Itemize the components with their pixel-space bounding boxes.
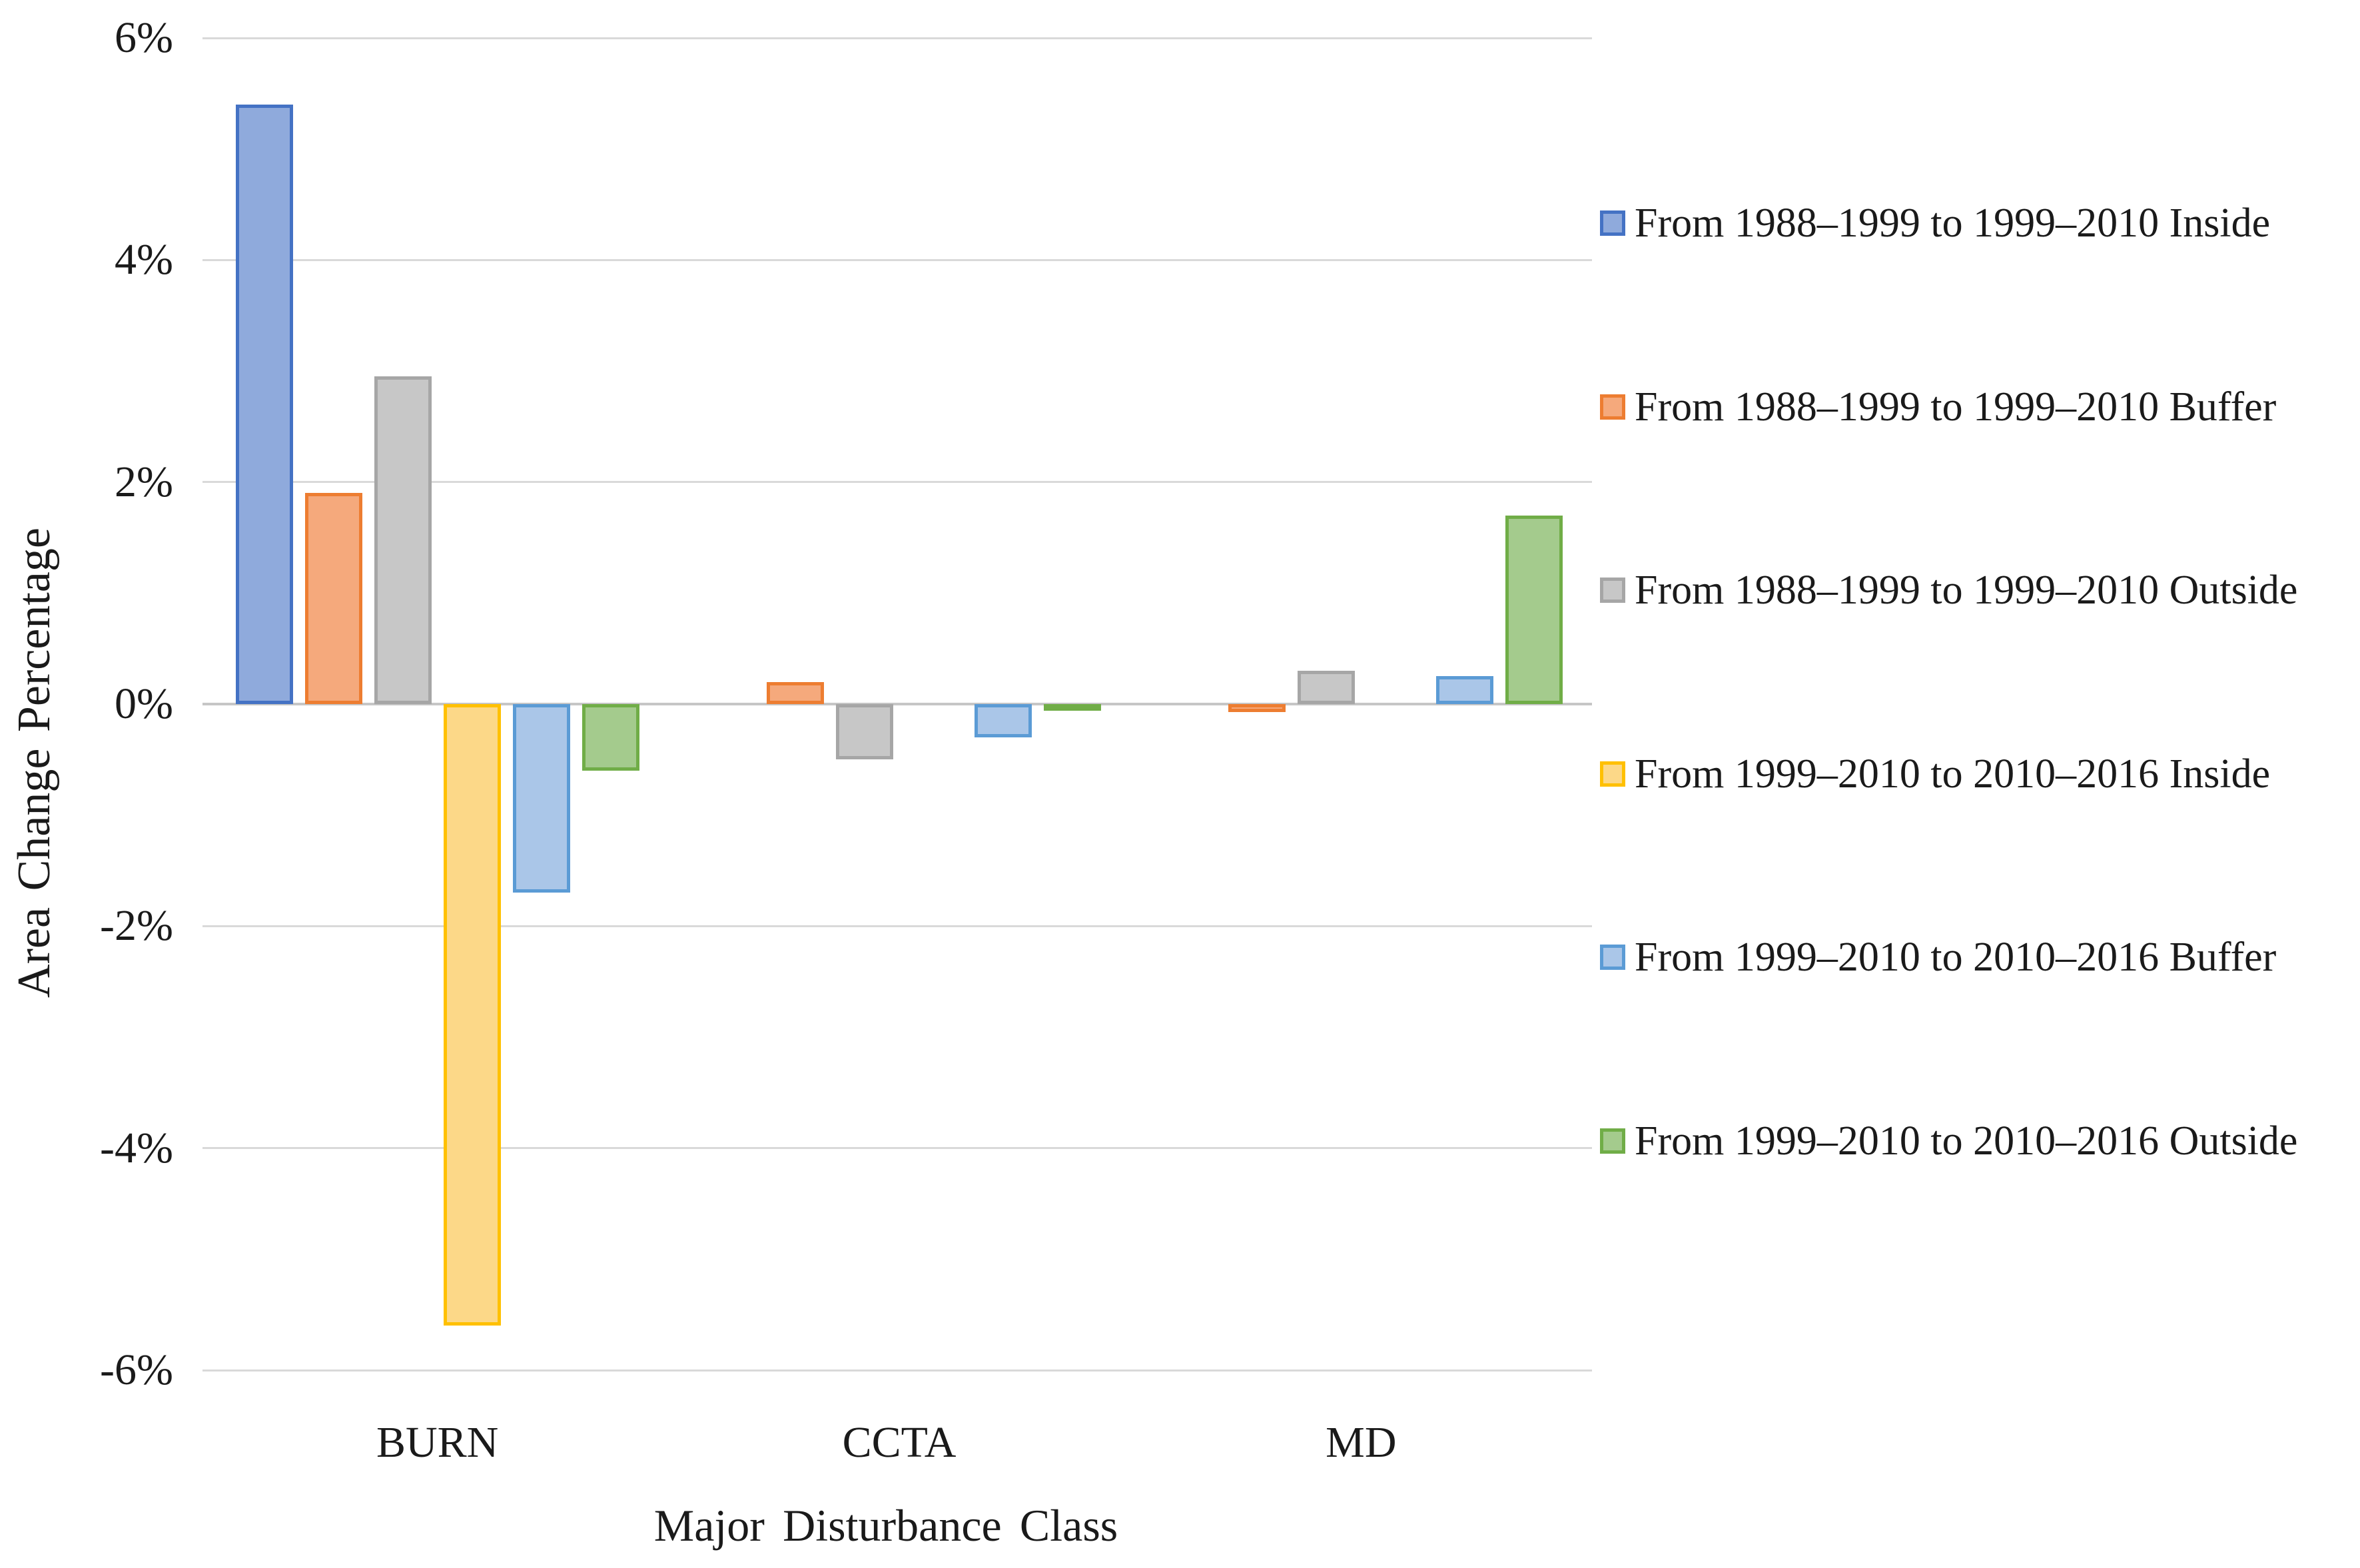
zero-axis-line — [202, 703, 1592, 705]
bar-ccta-series-2 — [767, 681, 824, 704]
bar-burn-series-1 — [235, 105, 293, 704]
y-tick-label: 4% — [115, 235, 173, 284]
legend-label: From 1988–1999 to 1999–2010 Buffer — [1635, 384, 2277, 430]
legend-swatch-icon — [1600, 945, 1625, 970]
bar-ccta-series-3 — [836, 704, 893, 760]
bar-ccta-series-6 — [1044, 704, 1101, 711]
legend-label: From 1999–2010 to 2010–2016 Outside — [1635, 1118, 2298, 1164]
legend-item-6: From 1999–2010 to 2010–2016 Outside — [1600, 1119, 2297, 1163]
bar-burn-series-6 — [582, 704, 639, 771]
bar-md-series-6 — [1505, 515, 1563, 704]
legend-item-4: From 1999–2010 to 2010–2016 Inside — [1600, 752, 2270, 796]
y-tick-label: -6% — [100, 1346, 173, 1394]
legend-swatch-icon — [1600, 761, 1625, 787]
bar-md-series-5 — [1436, 676, 1494, 704]
legend-swatch-icon — [1600, 394, 1625, 420]
gridline — [202, 258, 1592, 261]
y-tick-label: 0% — [115, 679, 173, 728]
x-category-label-burn: BURN — [376, 1418, 499, 1467]
gridline — [202, 481, 1592, 484]
gridline — [202, 1147, 1592, 1150]
y-tick-label: 6% — [115, 13, 173, 62]
x-category-label-ccta: CCTA — [842, 1418, 957, 1467]
bar-burn-series-5 — [512, 704, 570, 893]
bar-md-series-3 — [1298, 671, 1356, 704]
legend-item-3: From 1988–1999 to 1999–2010 Outside — [1600, 568, 2297, 612]
legend-swatch-icon — [1600, 210, 1625, 236]
y-tick-label: 2% — [115, 457, 173, 506]
legend-item-1: From 1988–1999 to 1999–2010 Inside — [1600, 201, 2270, 245]
bar-burn-series-4 — [443, 704, 501, 1326]
gridline — [202, 37, 1592, 39]
gridline — [202, 925, 1592, 927]
legend-swatch-icon — [1600, 1128, 1625, 1154]
gridline — [202, 1369, 1592, 1372]
x-axis-title: Major Disturbance Class — [653, 1500, 1118, 1551]
legend-label: From 1988–1999 to 1999–2010 Outside — [1635, 568, 2298, 613]
legend-label: From 1999–2010 to 2010–2016 Inside — [1635, 751, 2271, 797]
y-axis-title: Area Change Percentage — [9, 528, 60, 998]
legend-swatch-icon — [1600, 578, 1625, 603]
legend-label: From 1999–2010 to 2010–2016 Buffer — [1635, 935, 2277, 980]
legend-item-2: From 1988–1999 to 1999–2010 Buffer — [1600, 385, 2276, 429]
bar-burn-series-3 — [374, 376, 432, 704]
y-tick-label: -4% — [100, 1123, 173, 1172]
bar-burn-series-2 — [304, 493, 362, 704]
y-tick-label: -2% — [100, 901, 173, 951]
x-category-label-md: MD — [1326, 1418, 1397, 1467]
legend-item-5: From 1999–2010 to 2010–2016 Buffer — [1600, 935, 2276, 979]
bar-ccta-series-5 — [975, 704, 1032, 737]
bar-md-series-2 — [1228, 704, 1286, 712]
legend-label: From 1988–1999 to 1999–2010 Inside — [1635, 200, 2271, 246]
